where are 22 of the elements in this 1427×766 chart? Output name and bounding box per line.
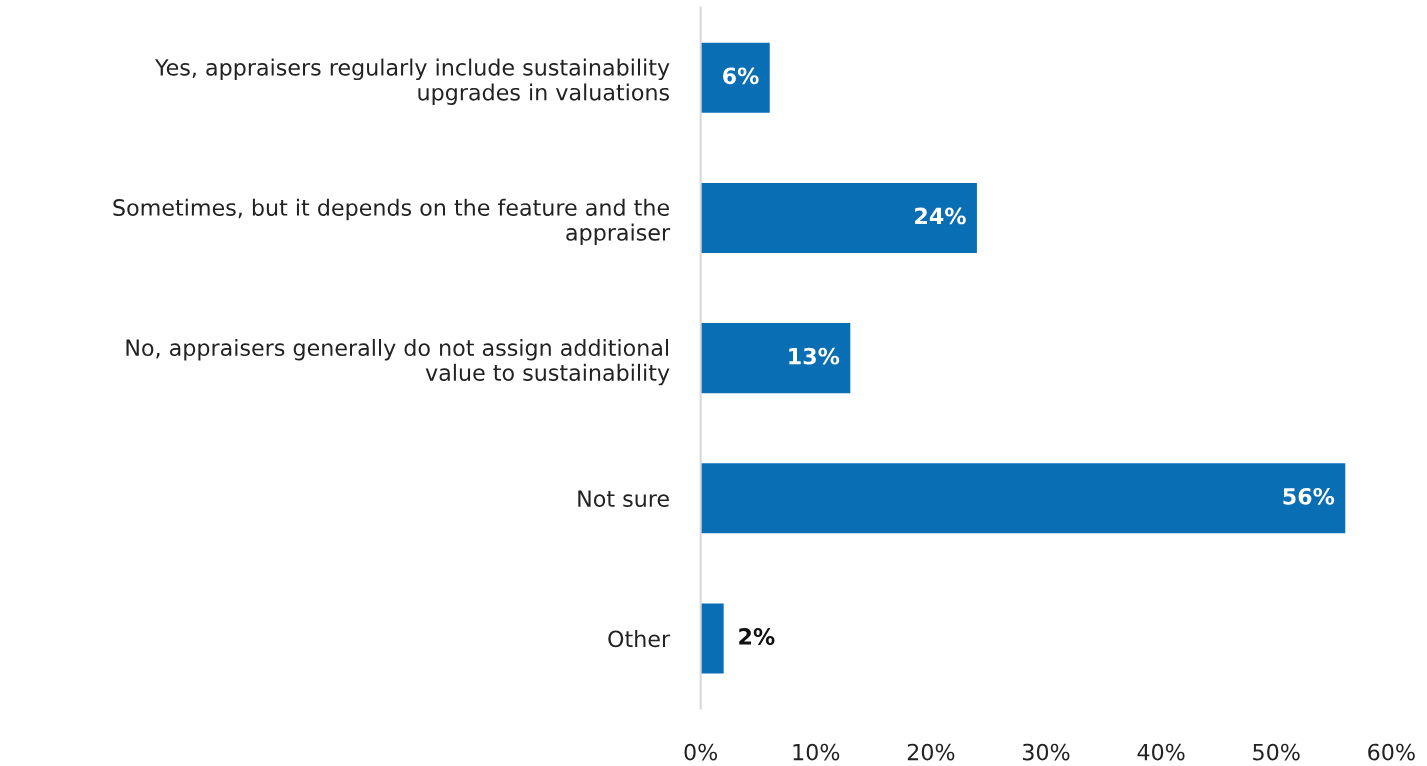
x-tick-label: 30% xyxy=(1022,743,1070,761)
data-label: 56% xyxy=(1283,487,1335,505)
y-tick-label: No, appraisers generally do not assign additional value to sustainability xyxy=(126,338,670,386)
data-label: 13% xyxy=(789,347,840,365)
x-tick-label: 60% xyxy=(1368,743,1415,761)
x-tick-label: 0% xyxy=(684,743,718,761)
data-label: 24% xyxy=(915,207,966,225)
bar xyxy=(700,603,724,674)
x-tick-label: 40% xyxy=(1137,743,1185,761)
bar xyxy=(700,463,1346,534)
bar xyxy=(700,42,770,113)
y-tick-label: Yes, appraisers regularly include sustainability upgrades in valuations xyxy=(154,58,670,105)
x-tick-label: 20% xyxy=(907,743,955,761)
bar xyxy=(700,182,977,253)
x-tick-label: 10% xyxy=(793,743,840,761)
data-label: 6% xyxy=(723,67,759,85)
y-tick-label: Not sure xyxy=(578,490,669,508)
bar xyxy=(700,323,851,394)
y-tick-label: Sometimes, but it depends on the feature and the appraiser xyxy=(113,198,671,246)
x-tick-label: 50% xyxy=(1253,743,1300,761)
y-tick-label: Other xyxy=(608,630,671,648)
data-label: 2% xyxy=(739,628,775,645)
